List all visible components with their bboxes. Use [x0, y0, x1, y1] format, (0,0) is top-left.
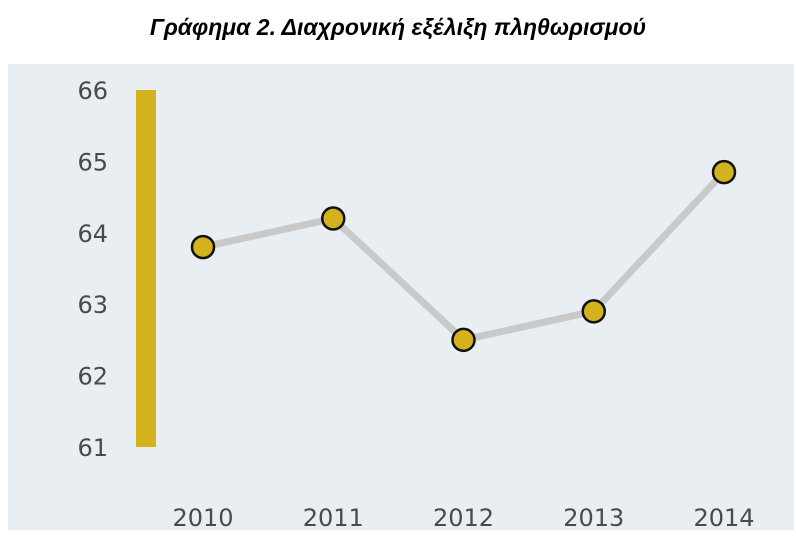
x-tick-label: 2011	[303, 504, 364, 532]
chart-title: Γράφημα 2. Διαχρονική εξέλιξη πληθωρισμο…	[149, 14, 647, 40]
y-tick-label: 61	[77, 434, 108, 462]
y-tick-label: 62	[77, 363, 108, 391]
data-point	[190, 234, 216, 260]
data-point	[711, 159, 737, 185]
y-tick-label: 63	[77, 291, 108, 319]
data-point	[451, 327, 476, 353]
x-tick-label: 2014	[693, 504, 754, 532]
x-tick-label: 2013	[563, 504, 624, 532]
data-point	[581, 299, 606, 324]
x-tick-label: 2010	[172, 504, 233, 532]
y-axis-bar	[136, 90, 156, 447]
data-point	[321, 206, 346, 231]
y-tick-label: 66	[77, 77, 108, 105]
series-line	[199, 168, 728, 344]
y-tick-label: 65	[77, 148, 108, 176]
y-tick-label: 64	[77, 220, 108, 248]
x-tick-label: 2012	[433, 504, 494, 532]
